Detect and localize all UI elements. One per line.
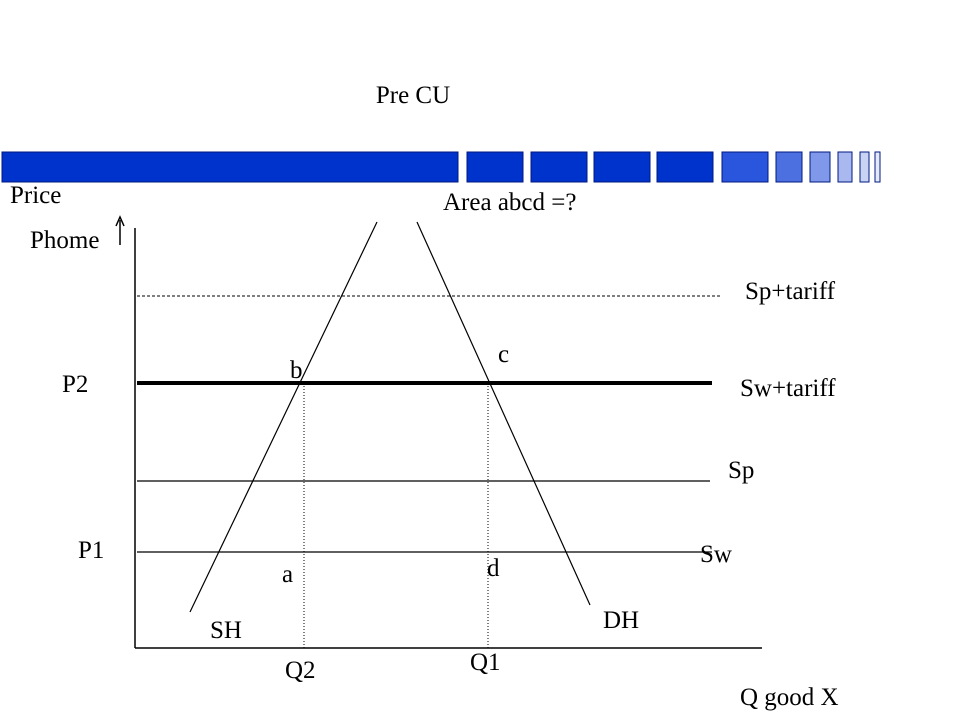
point-label: d xyxy=(487,555,500,582)
y-axis-label: Price xyxy=(10,182,61,209)
line-label: Sp xyxy=(728,457,754,484)
point-label: a xyxy=(282,561,293,588)
point-label: c xyxy=(498,341,509,368)
line-label: DH xyxy=(603,607,639,634)
quantity-label: Q2 xyxy=(285,657,316,684)
line-label: Sp+tariff xyxy=(745,278,836,305)
quantity-label: Q1 xyxy=(470,649,501,676)
y-axis-sub-label: Phome xyxy=(30,227,99,254)
annotation: Area abcd =? xyxy=(443,189,576,216)
price-label: P1 xyxy=(78,537,104,564)
line-label: SH xyxy=(210,617,242,644)
axes xyxy=(115,215,762,649)
price-label: P2 xyxy=(62,371,88,398)
decor-bar xyxy=(1,151,881,183)
price-lines xyxy=(137,221,720,648)
point-label: b xyxy=(290,357,303,384)
line-label: Sw+tariff xyxy=(740,375,836,402)
slide-title: Pre CU xyxy=(376,82,450,109)
x-axis-label: Q good X xyxy=(740,684,839,711)
line-label: Sw xyxy=(700,541,732,568)
